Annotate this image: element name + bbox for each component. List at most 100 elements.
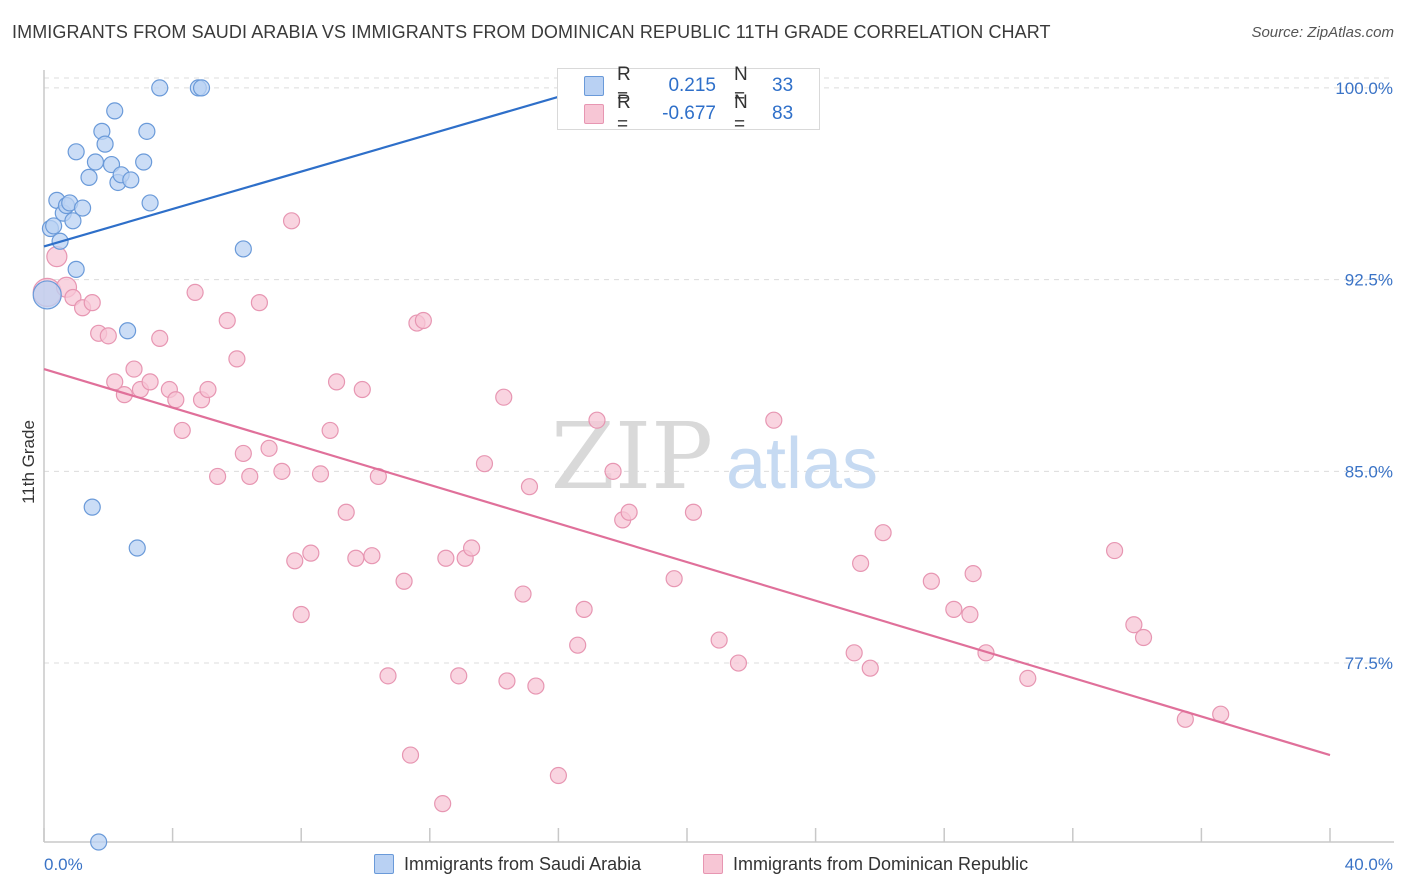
dominican-point: [347, 549, 365, 567]
grid-lines: [44, 77, 1394, 664]
saudi-point: [141, 194, 159, 212]
dominican-point: [498, 672, 516, 690]
chart-title: IMMIGRANTS FROM SAUDI ARABIA VS IMMIGRAN…: [12, 22, 1051, 42]
dominican-point: [437, 549, 455, 567]
dominican-point: [151, 329, 169, 348]
saudi-point: [90, 833, 108, 851]
dominican-point: [282, 212, 301, 230]
n-label: N =: [734, 64, 748, 107]
dominican-point: [311, 465, 330, 483]
saudi-point: [106, 102, 124, 120]
watermark-zip: ZIP: [551, 403, 713, 510]
dominican-point: [141, 373, 159, 391]
legend-item-dominican[interactable]: Immigrants from Dominican Republic: [703, 852, 1028, 876]
stats-swatch-dominican: [584, 104, 604, 124]
dominican-point: [363, 547, 381, 565]
dominican-point: [922, 572, 940, 590]
watermark-atlas: atlas: [726, 424, 878, 504]
dominican-point: [852, 554, 870, 572]
dominican-point: [186, 283, 204, 301]
dominican-point: [945, 600, 963, 618]
dominican-point: [173, 421, 191, 440]
dominican-point: [620, 503, 638, 521]
dominican-point: [964, 564, 982, 583]
dominican-point: [684, 503, 703, 521]
trend-lines: [43, 81, 1331, 757]
saudi-point: [67, 260, 85, 278]
dominican-point: [321, 421, 339, 440]
saudi-point: [192, 79, 211, 97]
n-value: 83: [772, 103, 794, 124]
dominican-point: [520, 478, 539, 496]
dominican-point: [414, 311, 432, 330]
axes: [43, 70, 1394, 843]
dominican-point: [1134, 628, 1153, 647]
dominican-point: [218, 311, 236, 330]
legend-swatch-saudi: [374, 854, 394, 874]
n-label: N =: [734, 92, 748, 135]
dominican-point: [575, 600, 593, 618]
dominican-point: [514, 585, 532, 603]
legend-label-dominican: Immigrants from Dominican Republic: [733, 853, 1029, 874]
dominican-point: [125, 360, 143, 378]
x-tick-label-min: 0.0%: [44, 855, 83, 874]
legend-item-saudi[interactable]: Immigrants from Saudi Arabia: [374, 852, 641, 876]
saudi-point: [80, 168, 98, 186]
dominican-point: [1105, 541, 1124, 560]
dominican-point: [401, 746, 420, 764]
dominican-point: [450, 667, 468, 685]
saudi-point: [234, 240, 252, 258]
source-label: Source: ZipAtlas.com: [1251, 24, 1394, 41]
tick-labels: 77.5% 85.0% 92.5% 100.0% 0.0% 40.0%: [44, 79, 1393, 874]
dominican-point: [569, 636, 587, 654]
stats-swatch-saudi: [584, 76, 604, 96]
y-tick-label: 92.5%: [1345, 271, 1393, 290]
dominican-point: [874, 524, 892, 542]
saudi-point: [32, 280, 62, 310]
saudi-point: [151, 79, 169, 97]
saudi-point: [64, 212, 82, 230]
x-tick-label-max: 40.0%: [1345, 855, 1393, 874]
dominican-point: [861, 659, 879, 677]
dominican-point: [167, 391, 185, 409]
dominican-point: [286, 552, 304, 570]
legend-swatch-dominican: [703, 854, 723, 874]
dominican-point: [228, 350, 246, 368]
dominican-point: [475, 455, 494, 473]
dominican-point: [260, 439, 278, 457]
saudi-point: [128, 539, 146, 557]
r-value: -0.677: [662, 103, 716, 124]
dominican-point: [241, 467, 259, 486]
r-label: R =: [617, 64, 631, 107]
dominican-point: [209, 467, 227, 486]
dominican-point: [337, 503, 355, 521]
dominican-point: [462, 539, 481, 557]
saudi-point: [96, 135, 114, 153]
dominican-point: [434, 795, 452, 813]
saudi-point: [67, 143, 85, 161]
dominican-point: [527, 677, 545, 695]
dominican-point: [961, 605, 979, 624]
saudi-point: [138, 122, 156, 140]
saudi-point: [83, 498, 101, 516]
n-value: 33: [772, 75, 794, 96]
y-axis-label: 11th Grade: [19, 420, 38, 504]
dominican-point: [379, 667, 397, 685]
dominican-point: [292, 605, 310, 624]
saudi-point: [86, 153, 105, 171]
dominican-point: [395, 572, 413, 590]
dominican-point: [549, 766, 568, 785]
dominican-point: [588, 411, 606, 429]
saudi-trend-line: [43, 81, 607, 248]
dominican-point: [1125, 616, 1143, 634]
y-tick-label: 77.5%: [1345, 654, 1393, 673]
dominican-point: [250, 294, 269, 312]
dominican-point: [353, 380, 371, 399]
y-tick-label: 100.0%: [1335, 79, 1393, 98]
r-label: R =: [617, 92, 631, 135]
dominican-point: [495, 388, 513, 406]
dominican-point: [327, 373, 346, 391]
dominican-point: [604, 462, 622, 480]
dominican-point: [46, 246, 68, 268]
dominican-point: [665, 570, 683, 588]
